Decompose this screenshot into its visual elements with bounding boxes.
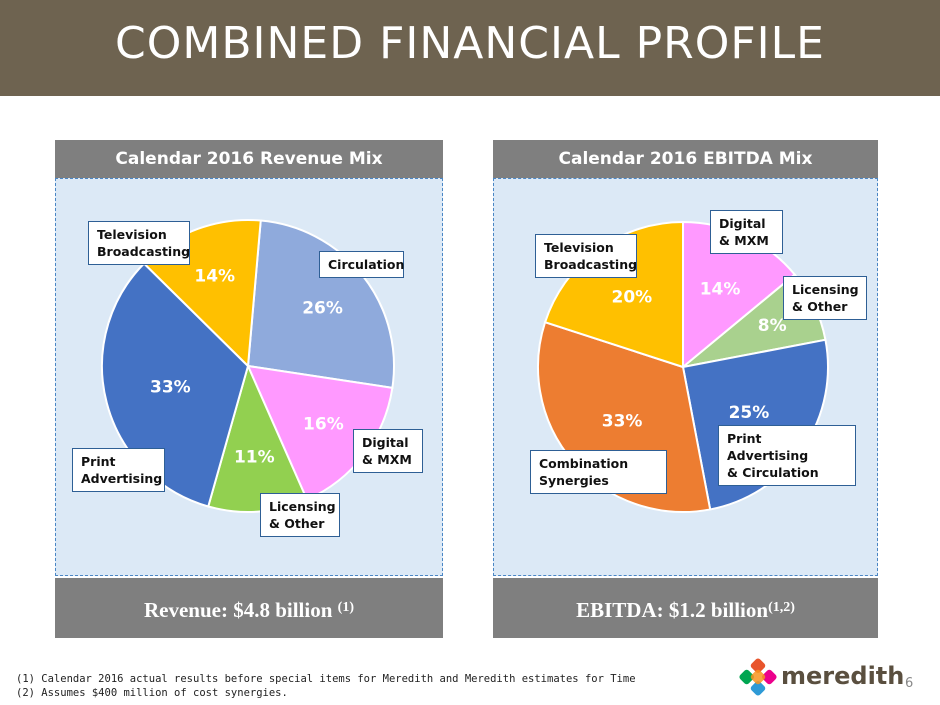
- callout-circulation: Circulation: [319, 251, 404, 278]
- revenue-total-label: Revenue: $4.8 billion: [143, 598, 338, 622]
- ebitda-value-label-synergies: 33%: [602, 412, 643, 432]
- revenue-slice-print: [101, 262, 250, 508]
- callout-television-broadcasting-ebitda: Television Broadcasting: [535, 234, 637, 278]
- footnote-2: (2) Assumes $400 million of cost synergi…: [16, 687, 288, 699]
- logo-text: meredith: [781, 662, 905, 690]
- revenue-total-footnote-ref: (1): [337, 600, 354, 615]
- page-number: 6: [905, 676, 914, 691]
- revenue-panel-header: Calendar 2016 Revenue Mix: [55, 140, 443, 178]
- ebitda-total: EBITDA: $1.2 billion(1,2): [493, 578, 878, 638]
- ebitda-value-label-print_circ: 25%: [729, 403, 770, 423]
- callout-print-advertising: Print Advertising: [72, 448, 165, 492]
- footnotes: (1) Calendar 2016 actual results before …: [16, 672, 636, 700]
- page-title: COMBINED FINANCIAL PROFILE: [115, 18, 825, 69]
- revenue-value-label-print: 33%: [150, 378, 191, 398]
- callout-print-advertising-circulation: Print Advertising & Circulation: [718, 425, 856, 486]
- callout-digital-mxm-ebitda: Digital & MXM: [710, 210, 783, 254]
- revenue-value-label-tv: 14%: [194, 267, 235, 287]
- callout-licensing-other: Licensing & Other: [260, 493, 340, 537]
- revenue-value-label-digital: 16%: [303, 415, 344, 435]
- footnote-1: (1) Calendar 2016 actual results before …: [16, 673, 636, 685]
- callout-licensing-other-ebitda: Licensing & Other: [783, 276, 867, 320]
- ebitda-total-label: EBITDA: $1.2 billion: [576, 598, 769, 622]
- ebitda-value-label-tv: 20%: [612, 288, 653, 308]
- ebitda-total-footnote-ref: (1,2): [768, 600, 795, 615]
- ebitda-value-label-digital: 14%: [700, 279, 741, 299]
- revenue-value-label-licensing: 11%: [234, 447, 275, 467]
- callout-combination-synergies: Combination Synergies: [530, 450, 667, 494]
- revenue-total: Revenue: $4.8 billion (1): [55, 578, 443, 638]
- title-bar: COMBINED FINANCIAL PROFILE: [0, 0, 940, 96]
- ebitda-value-label-licensing: 8%: [758, 316, 787, 336]
- callout-digital-mxm: Digital & MXM: [353, 429, 423, 473]
- meredith-logo-icon: [739, 658, 777, 696]
- ebitda-panel-header: Calendar 2016 EBITDA Mix: [493, 140, 878, 178]
- revenue-value-label-circulation: 26%: [302, 298, 343, 318]
- callout-television-broadcasting: Television Broadcasting: [88, 221, 190, 265]
